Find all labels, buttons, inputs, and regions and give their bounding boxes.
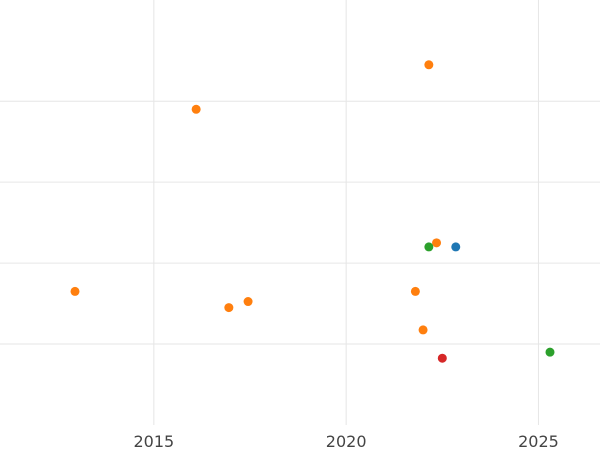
x-tick-label: 2025 — [518, 432, 559, 450]
x-axis-ticks: 2015 2020 2025 — [133, 432, 558, 450]
data-point — [424, 60, 434, 70]
x-tick-label: 2015 — [133, 432, 174, 450]
data-point — [224, 303, 234, 313]
data-point — [418, 325, 428, 335]
data-point — [432, 238, 442, 248]
data-point — [191, 104, 201, 114]
grid — [0, 0, 600, 425]
data-points — [70, 60, 555, 363]
data-point — [410, 286, 420, 296]
x-tick-label: 2020 — [326, 432, 367, 450]
data-point — [451, 242, 461, 252]
data-point — [545, 347, 555, 357]
data-point — [243, 297, 253, 307]
data-point — [70, 286, 80, 296]
data-point — [437, 353, 447, 363]
data-point — [424, 242, 434, 252]
